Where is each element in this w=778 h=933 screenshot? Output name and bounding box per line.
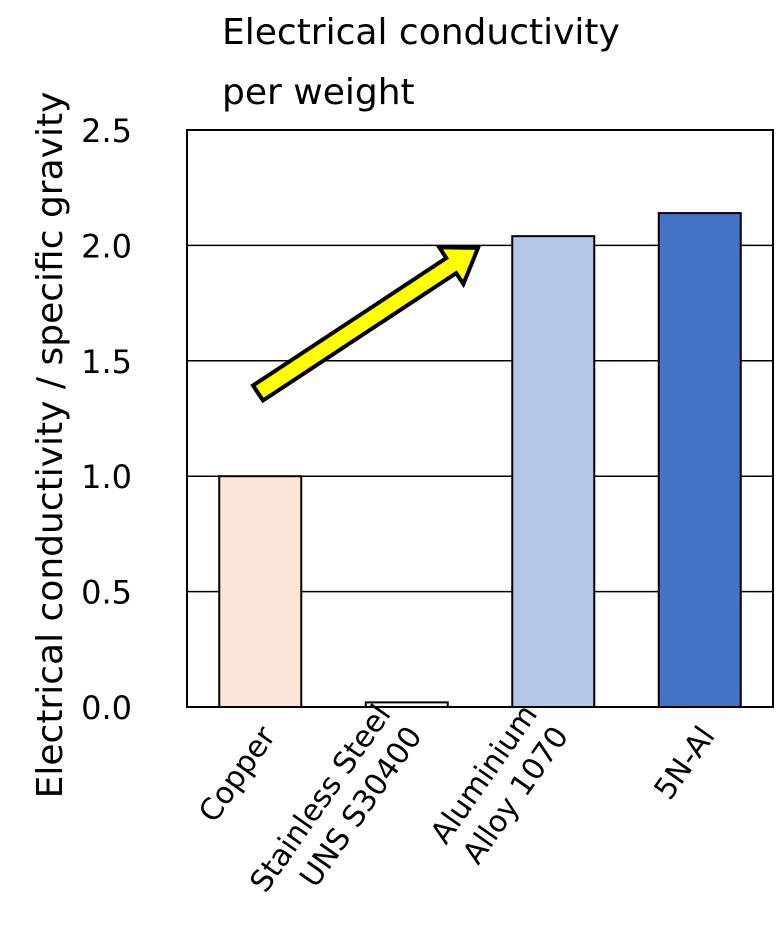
chart-title: Electrical conductivity per weight <box>222 12 620 113</box>
trend-arrow <box>250 245 481 404</box>
x-tick-label: 5N-Al <box>648 720 723 806</box>
y-axis-title: Electrical conductivity / specific gravi… <box>30 92 71 799</box>
bar <box>218 475 303 709</box>
bars <box>218 212 742 709</box>
bar <box>657 212 742 708</box>
y-tick-label: 2.0 <box>81 227 132 265</box>
arrow-shape <box>250 245 481 404</box>
y-axis-label: Electrical conductivity / specific gravi… <box>30 92 71 799</box>
y-tick-label: 1.0 <box>81 458 132 496</box>
x-tick-label-line: 5N-Al <box>648 720 723 806</box>
y-tick-label: 0.0 <box>81 689 132 727</box>
chart-title-line: Electrical conductivity <box>222 12 620 53</box>
chart-title-line: per weight <box>222 72 415 113</box>
y-tick-labels: 0.0 0.5 1.0 1.5 2.0 2.5 <box>81 112 132 727</box>
x-tick-label: Copper <box>192 720 283 829</box>
x-tick-label-line: Copper <box>192 720 283 829</box>
plot-frame <box>186 129 774 708</box>
y-tick-label: 1.5 <box>81 343 132 381</box>
y-tick-label: 0.5 <box>81 574 132 612</box>
bar <box>511 235 596 708</box>
y-tick-label: 2.5 <box>81 112 132 150</box>
